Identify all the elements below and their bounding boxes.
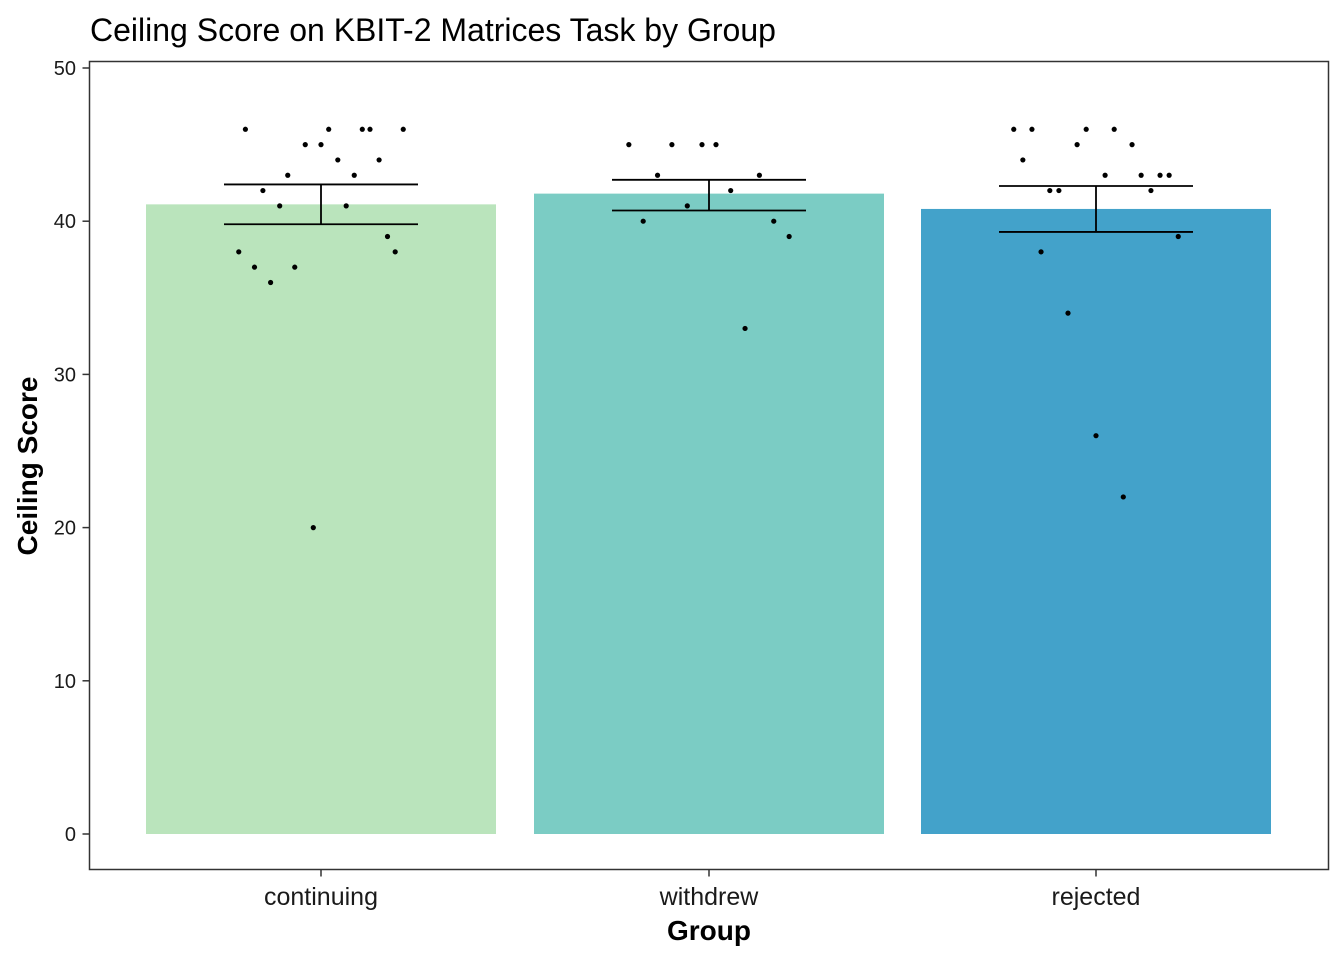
data-point-continuing-4 xyxy=(260,187,266,194)
data-point-withdrew-9 xyxy=(756,172,763,178)
data-point-continuing-18 xyxy=(384,233,391,240)
y-tick-label-40: 40 xyxy=(54,211,76,233)
y-tick-label-0: 0 xyxy=(65,824,76,846)
data-point-rejected-16 xyxy=(1157,172,1163,178)
data-point-withdrew-11 xyxy=(786,233,792,240)
data-point-continuing-16 xyxy=(367,126,373,132)
data-point-rejected-3 xyxy=(1038,249,1044,255)
data-point-continuing-10 xyxy=(318,142,324,148)
data-point-continuing-20 xyxy=(400,126,406,132)
data-point-withdrew-8 xyxy=(742,325,748,332)
data-point-continuing-5 xyxy=(277,203,283,209)
bar-continuing xyxy=(146,204,496,834)
y-axis: 0 10 20 30 40 50 xyxy=(54,58,90,846)
data-point-continuing-8 xyxy=(302,142,308,148)
error-bar-withdrew xyxy=(612,178,806,212)
y-tick-label-50: 50 xyxy=(54,58,76,80)
data-point-rejected-12 xyxy=(1120,494,1126,500)
data-point-withdrew-4 xyxy=(684,203,690,209)
data-point-rejected-10 xyxy=(1102,172,1108,178)
data-point-continuing-19 xyxy=(392,249,398,255)
y-tick-label-10: 10 xyxy=(54,671,76,693)
data-point-rejected-11 xyxy=(1111,126,1117,132)
data-point-rejected-1 xyxy=(1020,157,1026,163)
data-point-rejected-7 xyxy=(1074,142,1080,148)
data-point-withdrew-7 xyxy=(728,187,734,194)
data-point-rejected-18 xyxy=(1175,233,1181,240)
data-points xyxy=(236,126,1181,531)
data-point-rejected-5 xyxy=(1056,187,1062,194)
error-bar-continuing xyxy=(224,183,418,226)
x-axis-label: Group xyxy=(667,915,751,946)
data-point-withdrew-6 xyxy=(713,142,719,148)
data-point-continuing-14 xyxy=(351,172,357,178)
data-point-withdrew-0 xyxy=(626,142,632,148)
data-point-withdrew-10 xyxy=(771,218,777,224)
data-point-continuing-7 xyxy=(292,264,298,270)
data-point-rejected-9 xyxy=(1093,433,1099,439)
data-point-rejected-0 xyxy=(1011,126,1017,132)
x-axis: continuing withdrew rejected xyxy=(264,869,1141,911)
data-point-continuing-9 xyxy=(310,525,316,531)
x-tick-label-continuing: continuing xyxy=(264,883,378,911)
data-point-continuing-15 xyxy=(359,126,365,132)
data-point-rejected-13 xyxy=(1129,142,1135,148)
error-bar-rejected xyxy=(999,185,1193,233)
y-tick-label-20: 20 xyxy=(54,518,76,540)
data-point-continuing-17 xyxy=(376,157,382,163)
bar-rejected xyxy=(921,208,1271,835)
data-point-continuing-13 xyxy=(343,203,349,209)
data-point-rejected-15 xyxy=(1148,187,1154,194)
data-point-rejected-8 xyxy=(1083,126,1089,132)
data-point-continuing-12 xyxy=(335,157,341,163)
data-point-withdrew-2 xyxy=(654,172,661,178)
x-tick-label-withdrew: withdrew xyxy=(659,883,760,911)
y-axis-label: Ceiling Score xyxy=(12,377,43,556)
data-point-continuing-0 xyxy=(242,126,248,132)
data-point-withdrew-3 xyxy=(669,142,675,148)
data-point-continuing-1 xyxy=(236,249,242,255)
bars xyxy=(146,193,1271,835)
data-point-continuing-3 xyxy=(268,279,274,286)
chart-title: Ceiling Score on KBIT-2 Matrices Task by… xyxy=(90,12,776,48)
data-point-continuing-6 xyxy=(285,172,291,178)
data-point-withdrew-1 xyxy=(640,218,646,224)
data-point-rejected-2 xyxy=(1029,126,1035,132)
data-point-rejected-14 xyxy=(1138,172,1144,178)
data-point-continuing-11 xyxy=(326,126,332,132)
error-bars xyxy=(224,178,1193,233)
bar-withdrew xyxy=(534,193,884,834)
data-point-withdrew-5 xyxy=(699,142,705,148)
data-point-rejected-4 xyxy=(1047,187,1053,194)
data-point-rejected-6 xyxy=(1065,310,1071,316)
x-tick-label-rejected: rejected xyxy=(1052,883,1141,911)
data-point-continuing-2 xyxy=(251,264,258,270)
y-tick-label-30: 30 xyxy=(54,364,76,386)
data-point-rejected-17 xyxy=(1166,172,1172,178)
